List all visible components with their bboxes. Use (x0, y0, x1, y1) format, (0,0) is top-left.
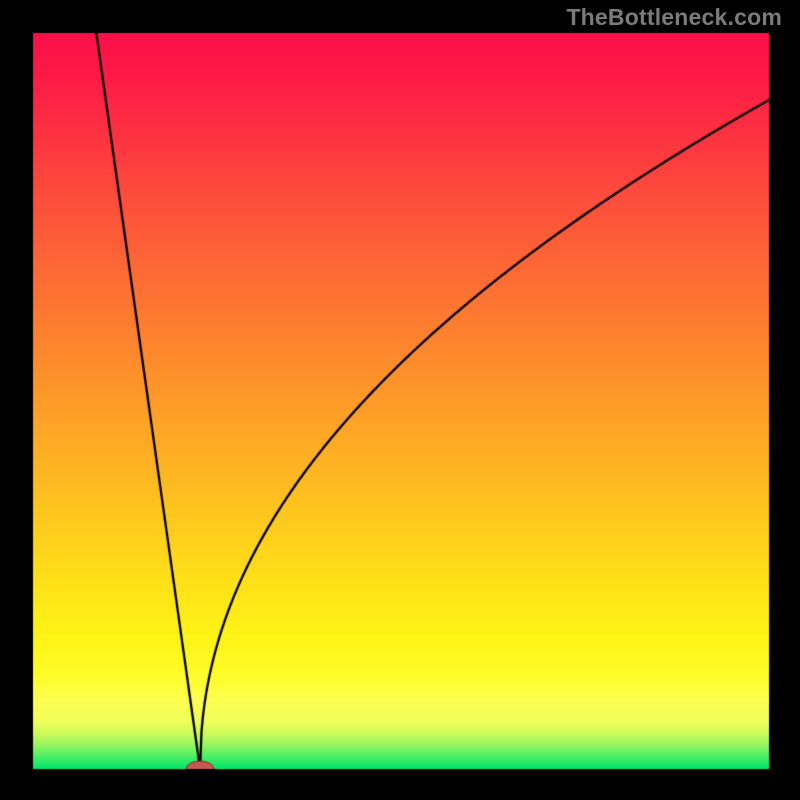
watermark-label: TheBottleneck.com (566, 4, 782, 31)
bottleneck-chart (0, 0, 800, 800)
chart-container: TheBottleneck.com (0, 0, 800, 800)
